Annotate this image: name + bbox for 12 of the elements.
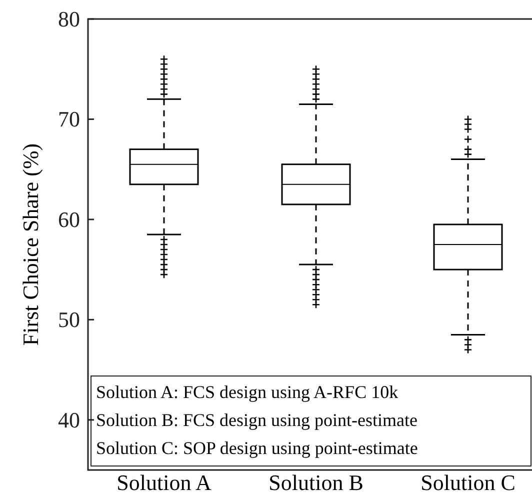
y-tick-label: 80 bbox=[58, 6, 80, 32]
y-tick-label: 70 bbox=[58, 106, 80, 132]
y-tick-label: 60 bbox=[58, 206, 80, 232]
y-tick-label: 50 bbox=[58, 307, 80, 332]
y-tick-label: 40 bbox=[58, 407, 80, 432]
annotation: Solution A: FCS design using A-RFC 10k bbox=[96, 382, 398, 402]
annotation: Solution B: FCS design using point-estimate bbox=[96, 410, 418, 430]
x-tick-label: Solution B bbox=[268, 470, 364, 493]
x-tick-label: Solution C bbox=[420, 470, 516, 493]
annotation: Solution C: SOP design using point-estimate bbox=[96, 438, 418, 458]
x-tick-label: Solution A bbox=[116, 470, 212, 493]
y-axis-title: First Choice Share (%) bbox=[18, 143, 43, 346]
